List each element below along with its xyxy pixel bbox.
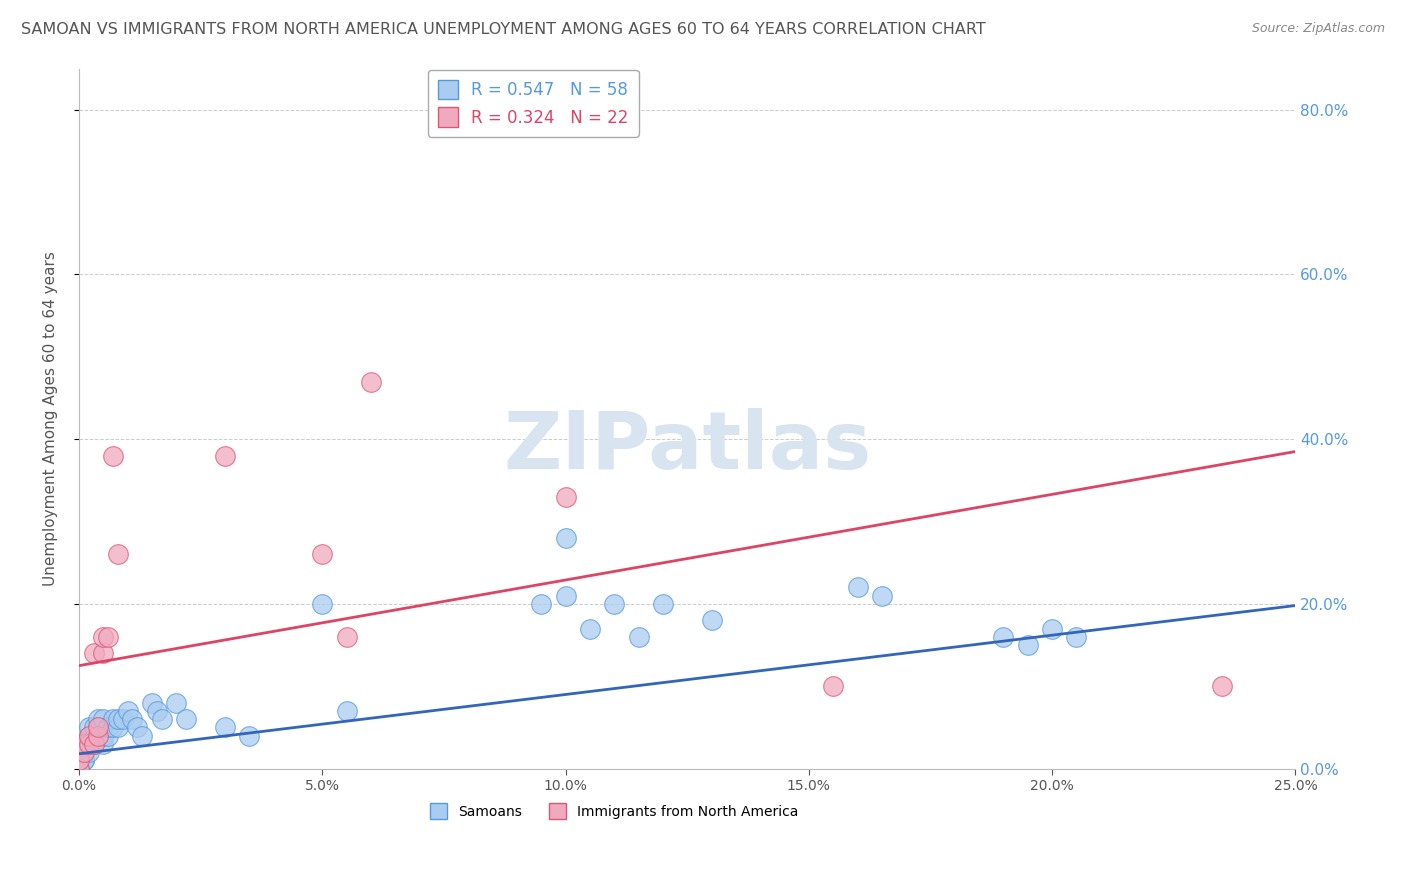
- Point: [121, 712, 143, 726]
- Point: [823, 679, 845, 693]
- Point: [101, 449, 124, 463]
- Point: [91, 737, 114, 751]
- Point: [67, 762, 90, 776]
- Point: [603, 597, 626, 611]
- Point: [91, 646, 114, 660]
- Point: [67, 762, 90, 776]
- Point: [67, 753, 90, 767]
- Point: [150, 712, 173, 726]
- Legend: Samoans, Immigrants from North America: Samoans, Immigrants from North America: [425, 797, 804, 825]
- Point: [73, 737, 96, 751]
- Point: [73, 753, 96, 767]
- Point: [870, 589, 893, 603]
- Point: [91, 712, 114, 726]
- Point: [67, 762, 90, 776]
- Point: [97, 729, 120, 743]
- Point: [83, 646, 105, 660]
- Point: [311, 548, 333, 562]
- Point: [993, 630, 1015, 644]
- Point: [214, 721, 236, 735]
- Point: [67, 753, 90, 767]
- Point: [214, 449, 236, 463]
- Point: [87, 729, 110, 743]
- Point: [73, 753, 96, 767]
- Point: [73, 745, 96, 759]
- Point: [73, 737, 96, 751]
- Point: [73, 745, 96, 759]
- Point: [77, 745, 100, 759]
- Point: [117, 704, 139, 718]
- Point: [97, 630, 120, 644]
- Point: [146, 704, 169, 718]
- Point: [91, 729, 114, 743]
- Point: [101, 712, 124, 726]
- Point: [67, 762, 90, 776]
- Point: [77, 737, 100, 751]
- Point: [91, 630, 114, 644]
- Point: [141, 696, 163, 710]
- Text: ZIPatlas: ZIPatlas: [503, 408, 872, 485]
- Point: [1211, 679, 1233, 693]
- Point: [87, 729, 110, 743]
- Point: [101, 721, 124, 735]
- Point: [83, 729, 105, 743]
- Point: [107, 548, 129, 562]
- Point: [360, 375, 382, 389]
- Point: [107, 721, 129, 735]
- Point: [77, 729, 100, 743]
- Y-axis label: Unemployment Among Ages 60 to 64 years: Unemployment Among Ages 60 to 64 years: [44, 252, 58, 586]
- Point: [107, 712, 129, 726]
- Point: [87, 721, 110, 735]
- Point: [554, 490, 576, 504]
- Point: [67, 762, 90, 776]
- Point: [700, 613, 723, 627]
- Point: [111, 712, 134, 726]
- Point: [846, 581, 869, 595]
- Point: [336, 630, 359, 644]
- Point: [627, 630, 650, 644]
- Point: [87, 721, 110, 735]
- Point: [579, 622, 602, 636]
- Point: [67, 762, 90, 776]
- Point: [77, 737, 100, 751]
- Point: [165, 696, 187, 710]
- Point: [174, 712, 197, 726]
- Point: [530, 597, 553, 611]
- Point: [1017, 638, 1039, 652]
- Point: [77, 729, 100, 743]
- Point: [83, 737, 105, 751]
- Point: [87, 712, 110, 726]
- Point: [336, 704, 359, 718]
- Point: [83, 721, 105, 735]
- Point: [83, 737, 105, 751]
- Point: [1066, 630, 1088, 644]
- Point: [554, 589, 576, 603]
- Point: [238, 729, 260, 743]
- Text: Source: ZipAtlas.com: Source: ZipAtlas.com: [1251, 22, 1385, 36]
- Point: [127, 721, 149, 735]
- Point: [651, 597, 673, 611]
- Point: [131, 729, 153, 743]
- Point: [97, 721, 120, 735]
- Text: SAMOAN VS IMMIGRANTS FROM NORTH AMERICA UNEMPLOYMENT AMONG AGES 60 TO 64 YEARS C: SAMOAN VS IMMIGRANTS FROM NORTH AMERICA …: [21, 22, 986, 37]
- Point: [77, 721, 100, 735]
- Point: [554, 531, 576, 545]
- Point: [73, 745, 96, 759]
- Point: [1040, 622, 1063, 636]
- Point: [311, 597, 333, 611]
